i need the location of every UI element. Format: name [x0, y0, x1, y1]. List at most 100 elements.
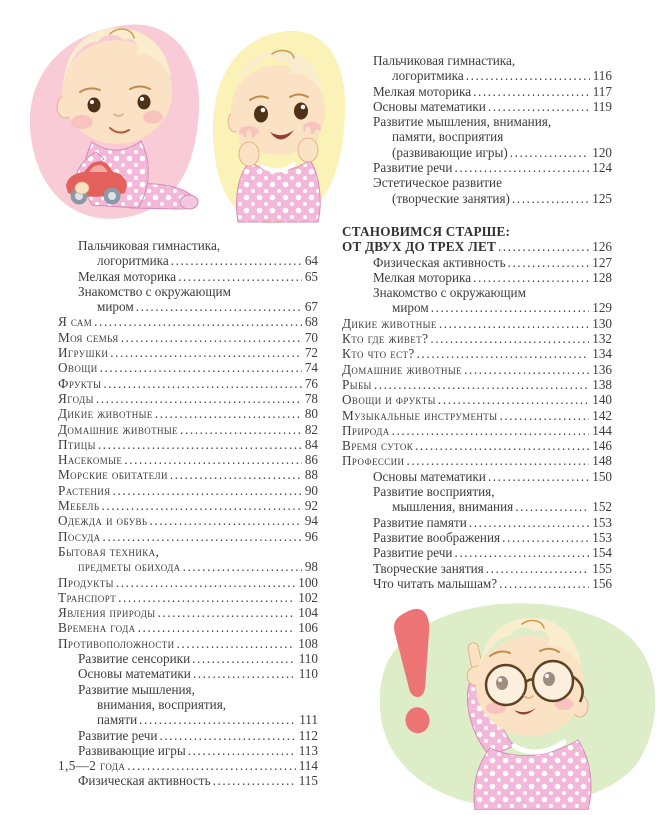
toc-entry: предметы обихода 98 [58, 559, 318, 574]
toc-entry: Фрукты 76 [58, 376, 318, 391]
toc-entry-label: Кто что ест? [342, 346, 415, 362]
toc-entry-label: Музыкальные инструменты [342, 407, 498, 423]
toc-leader-dots [180, 422, 302, 437]
toc-leader-dots [96, 391, 302, 406]
toc-leader-dots [116, 575, 295, 590]
toc-entry: Развитие мышления, внимания, [342, 114, 612, 129]
toc-entry-label: Игрушки [58, 345, 109, 361]
toc-entry-label: мышления, внимания [392, 499, 514, 515]
toc-entry-label: (творческие занятия) [392, 190, 510, 206]
toc-entry: Пальчиковая гимнастика, [58, 238, 318, 253]
toc-leader-dots [101, 498, 301, 513]
exclamation-mark [394, 608, 430, 734]
toc-entry: Времена года 106 [58, 620, 318, 635]
toc-page-number: 130 [592, 315, 612, 331]
toc-entry-label: Физическая активность [78, 773, 211, 789]
toc-page-number: 113 [298, 742, 318, 758]
toc-page-number: 154 [592, 545, 612, 561]
toc-entry-label: Развитие речи [373, 545, 453, 561]
toc-entry: Продукты 100 [58, 575, 318, 590]
toc-entry-label: Овощи [58, 360, 98, 376]
toc-page-number: 64 [304, 253, 318, 269]
toc-entry: Развитие мышления, [58, 682, 318, 697]
toc-leader-dots [464, 362, 589, 377]
baby-waving-hands-illustration [212, 30, 346, 224]
toc-entry: Творческие занятия 155 [342, 561, 612, 576]
toc-leader-dots [498, 239, 589, 254]
toc-entry: Основы математики 110 [58, 666, 318, 681]
toc-entry-label: Развитие памяти [373, 514, 467, 530]
toc-entry-label: Рыбы [342, 376, 372, 392]
toc-page-number: 102 [298, 589, 318, 605]
toc-entry: Развивающие игры 113 [58, 743, 318, 758]
toc-entry-label: внимания, восприятия, [97, 696, 227, 712]
toc-leader-dots [188, 743, 296, 758]
toc-page-number: 119 [592, 98, 612, 114]
toc-entry: Основы математики 119 [342, 99, 612, 114]
toc-page-number: 108 [298, 635, 318, 651]
toc-page-number: 138 [592, 376, 612, 392]
toc-leader-dots [171, 253, 302, 268]
toc-entry-label: Знакомство с окружающим [373, 285, 526, 301]
toc-entry: Бытовая техника, [58, 544, 318, 559]
toc-leader-dots [406, 453, 589, 468]
toc-entry-label: ОТ ДВУХ ДО ТРЕХ ЛЕТ [342, 239, 496, 255]
toc-leader-dots [430, 331, 589, 346]
toc-entry: Противоположности 108 [58, 636, 318, 651]
toc-entry: Музыкальные инструменты 142 [342, 408, 612, 423]
toc-entry-label: Транспорт [58, 589, 117, 605]
toc-entry: Явления природы 104 [58, 605, 318, 620]
toc-page-number: 70 [304, 329, 318, 345]
baby-with-toy-car-illustration [29, 24, 200, 219]
toc-leader-dots [136, 299, 302, 314]
toc-entry: Кто что ест? 134 [342, 346, 612, 361]
toc-page-number: 134 [592, 346, 612, 362]
toc-leader-dots [121, 330, 302, 345]
toc-page-number: 90 [304, 482, 318, 498]
toc-entry-label: (развивающие игры) [392, 144, 508, 160]
toc-entry-label: Что читать малышам? [373, 575, 498, 591]
toc-leader-dots [488, 469, 589, 484]
toc-page-number: 153 [592, 514, 612, 530]
toc-entry-label: Противоположности [58, 635, 175, 651]
toc-page-number: 86 [304, 452, 318, 468]
toc-entry: Пальчиковая гимнастика, [342, 53, 612, 68]
toc-entry-label: миром [97, 299, 134, 315]
toc-entry: Мелкая моторика 65 [58, 269, 318, 284]
toc-page-number: 68 [304, 314, 318, 330]
toc-page-number: 132 [592, 331, 612, 347]
toc-leader-dots [392, 423, 590, 438]
toc-entry-label: Творческие занятия [373, 560, 484, 576]
toc-left-column: Пальчиковая гимнастика,логоритмика64Мелк… [58, 238, 318, 789]
toc-leader-dots [486, 561, 589, 576]
toc-leader-dots [103, 529, 302, 544]
toc-page-number: 112 [298, 727, 318, 743]
toc-entry-label: Развитие мышления, [78, 681, 195, 697]
toc-entry: логоритмика 64 [58, 253, 318, 268]
toc-leader-dots [178, 269, 302, 284]
toc-entry-label: Пальчиковая гимнастика, [373, 53, 516, 68]
toc-right-column-main: СТАНОВИМСЯ СТАРШЕ:ОТ ДВУХ ДО ТРЕХ ЛЕТ 126… [342, 224, 612, 591]
toc-leader-dots [98, 437, 302, 452]
toc-entry: Развитие памяти 153 [342, 515, 612, 530]
toc-page-number: 156 [592, 575, 612, 591]
toc-page-number: 120 [592, 144, 612, 160]
toc-entry: Что читать малышам? 156 [342, 576, 612, 591]
toc-leader-dots [110, 345, 302, 360]
toc-entry-label: Мелкая моторика [78, 268, 177, 284]
toc-leader-dots [499, 408, 589, 423]
toc-entry-label: Природа [342, 422, 390, 438]
toc-entry-label: логоритмика [392, 68, 464, 84]
toc-entry-label: миром [392, 300, 429, 316]
toc-leader-dots [192, 651, 296, 666]
toc-leader-dots [415, 438, 589, 453]
toc-leader-dots [454, 545, 589, 560]
toc-leader-dots [488, 99, 590, 114]
toc-entry: Развитие сенсорики 110 [58, 651, 318, 666]
toc-leader-dots [158, 605, 296, 620]
toc-entry: Эстетическое развитие [342, 175, 612, 190]
toc-entry-label: Растения [58, 482, 111, 498]
toc-entry-label: Мебель [58, 498, 100, 514]
toc-entry: Насекомые 86 [58, 452, 318, 467]
